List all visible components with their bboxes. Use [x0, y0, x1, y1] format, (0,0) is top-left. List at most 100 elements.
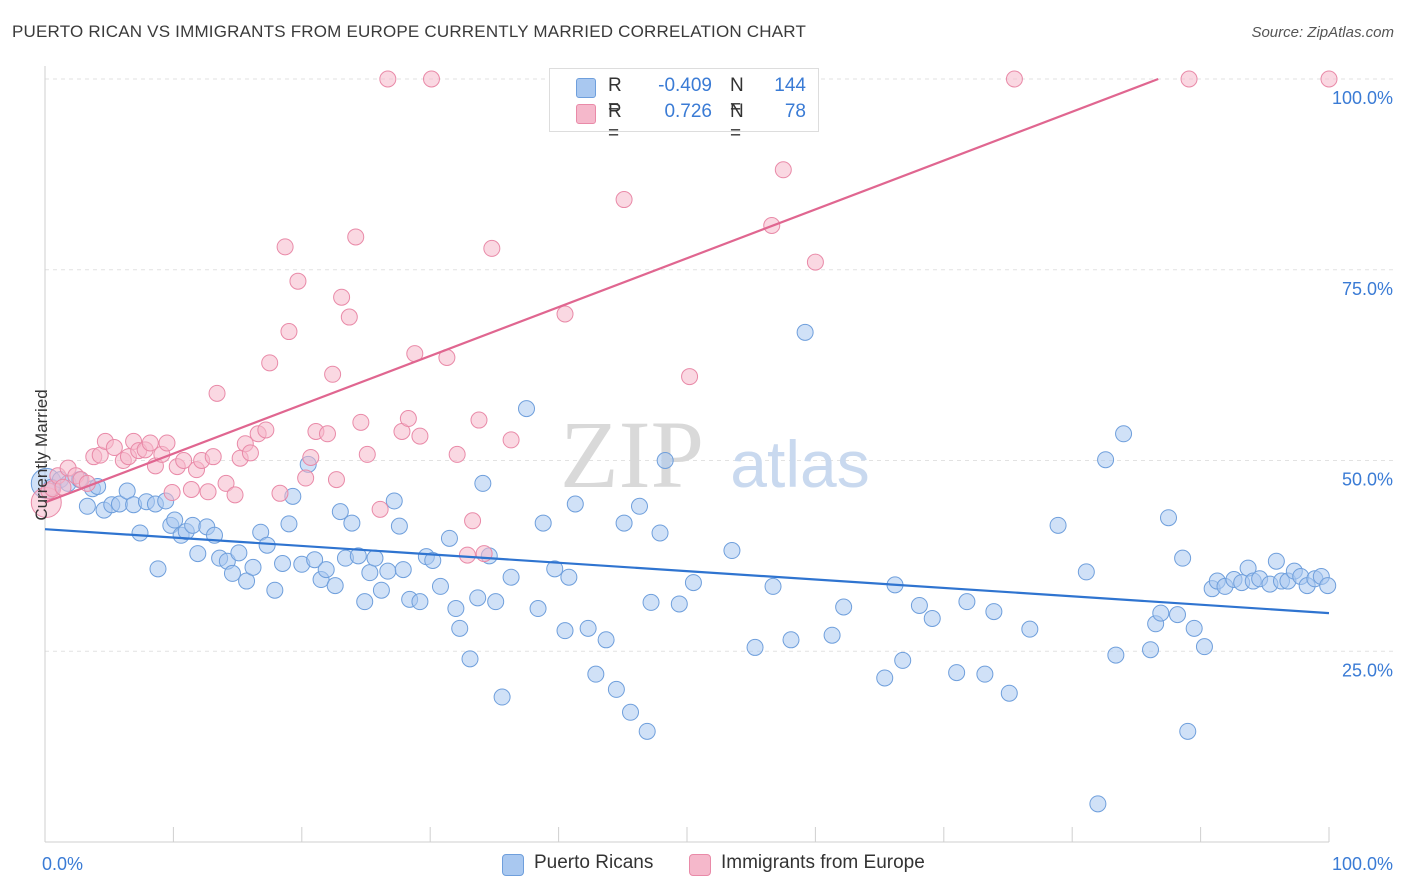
trend-line-puerto-ricans	[44, 528, 1330, 615]
data-point-puerto-ricans	[546, 560, 564, 578]
data-point-immigrants	[289, 272, 307, 290]
data-point-immigrants	[358, 445, 376, 463]
data-point-immigrants	[470, 411, 488, 429]
data-point-immigrants	[483, 239, 501, 257]
data-point-immigrants	[158, 434, 176, 452]
data-point-immigrants	[1180, 70, 1198, 88]
data-point-puerto-ricans	[1000, 684, 1018, 702]
data-point-puerto-ricans	[651, 524, 669, 542]
data-point-immigrants	[105, 439, 123, 457]
data-point-puerto-ricans	[385, 492, 403, 510]
data-point-puerto-ricans	[587, 665, 605, 683]
data-point-puerto-ricans	[1267, 552, 1285, 570]
data-point-immigrants	[324, 365, 342, 383]
y-tick-label: 75.0%	[1342, 279, 1393, 299]
data-point-immigrants	[464, 512, 482, 530]
data-point-puerto-ricans	[876, 669, 894, 687]
data-point-immigrants	[217, 474, 235, 492]
data-point-immigrants	[422, 70, 440, 88]
data-point-puerto-ricans	[184, 516, 202, 534]
data-point-puerto-ricans	[1152, 604, 1170, 622]
bottom-legend-swatch-pink	[689, 854, 711, 876]
data-point-puerto-ricans	[910, 596, 928, 614]
data-point-immigrants	[261, 354, 279, 372]
tick-labels: 25.0% 50.0% 75.0% 100.0% 0.0% 100.0%	[42, 88, 1393, 874]
series-immigrants-from-europe	[30, 70, 1338, 564]
data-point-immigrants	[379, 70, 397, 88]
data-point-puerto-ricans	[670, 595, 688, 613]
legend-n-label: N =	[730, 101, 744, 144]
data-point-puerto-ricans	[1185, 619, 1203, 637]
data-point-immigrants	[458, 546, 476, 564]
data-point-puerto-ricans	[244, 558, 262, 576]
data-point-puerto-ricans	[1319, 577, 1337, 595]
data-point-immigrants	[204, 448, 222, 466]
x-tick-label: 0.0%	[42, 854, 83, 874]
legend-r-value: 0.726	[664, 101, 712, 122]
data-point-puerto-ricans	[1049, 516, 1067, 534]
chart-title: PUERTO RICAN VS IMMIGRANTS FROM EUROPE C…	[12, 22, 807, 41]
data-point-puerto-ricans	[976, 665, 994, 683]
data-point-puerto-ricans	[451, 619, 469, 637]
data-point-puerto-ricans	[447, 600, 465, 618]
axes	[44, 66, 1330, 843]
legend-n-value: 78	[784, 101, 806, 122]
data-point-puerto-ricans	[782, 631, 800, 649]
legend-swatch-pink	[576, 104, 596, 124]
data-point-puerto-ricans	[796, 323, 814, 341]
data-point-puerto-ricans	[656, 452, 674, 469]
data-point-immigrants	[371, 500, 389, 518]
data-point-puerto-ricans	[638, 722, 656, 740]
data-point-immigrants	[327, 471, 345, 489]
legend-n-label: N =	[730, 75, 744, 118]
data-point-puerto-ricans	[835, 598, 853, 616]
data-point-immigrants	[241, 444, 259, 462]
data-point-puerto-ricans	[622, 703, 640, 721]
data-point-immigrants	[318, 425, 336, 443]
data-point-puerto-ricans	[746, 638, 764, 656]
data-point-immigrants	[333, 288, 351, 306]
legend-n-value: 144	[774, 75, 806, 96]
data-point-immigrants	[175, 452, 193, 469]
data-point-puerto-ricans	[1115, 425, 1133, 443]
trend-line-immigrants	[44, 77, 1159, 504]
data-point-immigrants	[1005, 70, 1023, 88]
source-label: Source: ZipAtlas.com	[1251, 24, 1394, 41]
bottom-legend-swatch-blue	[502, 854, 524, 876]
data-point-puerto-ricans	[1195, 638, 1213, 656]
data-point-puerto-ricans	[1160, 509, 1177, 527]
data-point-puerto-ricans	[390, 517, 408, 535]
data-point-immigrants	[411, 427, 429, 445]
data-point-puerto-ricans	[78, 497, 96, 515]
data-point-puerto-ricans	[493, 688, 511, 706]
data-point-puerto-ricans	[131, 524, 149, 542]
data-point-puerto-ricans	[556, 622, 574, 640]
data-point-immigrants	[276, 238, 294, 256]
data-point-puerto-ricans	[985, 603, 1003, 621]
data-point-immigrants	[774, 161, 792, 179]
data-point-immigrants	[556, 305, 574, 323]
data-point-puerto-ricans	[274, 555, 292, 573]
bottom-legend-label: Puerto Ricans	[534, 852, 654, 873]
data-point-puerto-ricans	[394, 561, 412, 579]
y-tick-label: 50.0%	[1342, 470, 1393, 490]
data-point-puerto-ricans	[823, 626, 841, 644]
data-point-puerto-ricans	[474, 474, 492, 492]
data-point-puerto-ricans	[366, 549, 384, 567]
data-point-puerto-ricans	[343, 514, 361, 532]
data-point-puerto-ricans	[189, 545, 207, 563]
series-puerto-ricans	[30, 323, 1337, 813]
y-axis-label: Currently Married	[32, 389, 51, 521]
data-point-puerto-ricans	[280, 515, 298, 533]
data-point-puerto-ricans	[615, 514, 633, 532]
data-point-puerto-ricans	[440, 529, 458, 547]
data-point-puerto-ricans	[317, 561, 335, 579]
legend-r-value: -0.409	[658, 75, 712, 96]
data-point-immigrants	[302, 448, 320, 466]
data-point-puerto-ricans	[1174, 549, 1192, 567]
data-point-puerto-ricans	[349, 547, 367, 565]
data-point-puerto-ricans	[230, 544, 248, 562]
data-point-immigrants	[163, 484, 181, 502]
data-point-puerto-ricans	[1107, 646, 1125, 664]
